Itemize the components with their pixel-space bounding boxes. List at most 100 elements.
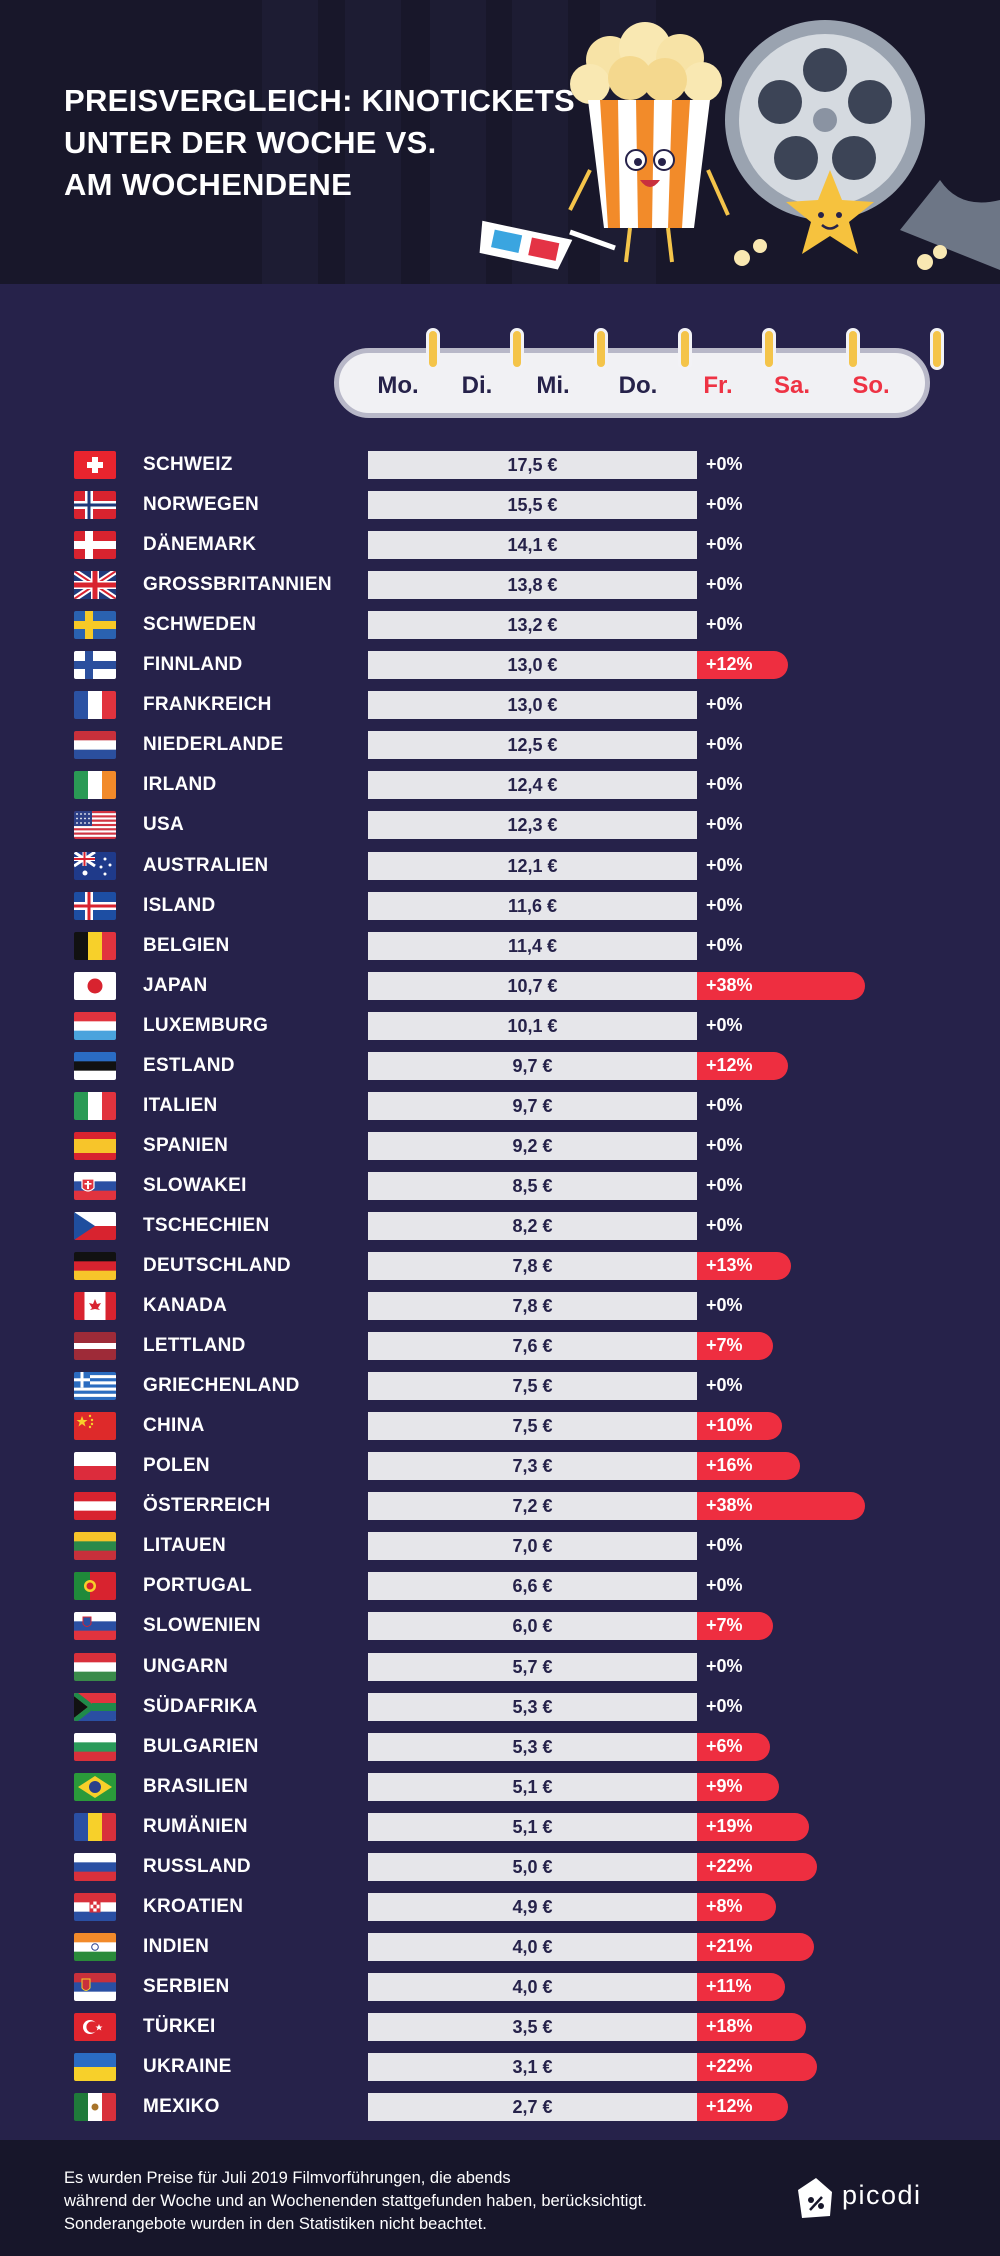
flag-ch-icon (74, 451, 116, 479)
increase-label: +22% (706, 2056, 753, 2076)
increase-label: +0% (706, 814, 743, 835)
price-label: 12,1 € (507, 855, 558, 876)
price-label: 5,1 € (512, 1776, 553, 1797)
increase-label: +0% (706, 534, 743, 555)
country-name: ITALIEN (143, 1094, 218, 1116)
country-row: DÄNEMARK 14,1 € +0% (0, 530, 1000, 560)
increase-label: +0% (706, 1535, 743, 1556)
price-label: 4,0 € (512, 1976, 553, 1997)
header: PREISVERGLEICH: KINOTICKETS UNTER DER WO… (0, 0, 1000, 284)
day-label: Fr. (703, 372, 733, 399)
weekday-price-bar: 6,0 € (368, 1612, 697, 1641)
weekday-price-bar: 12,4 € (368, 771, 697, 800)
weekday-price-bar: 5,1 € (368, 1812, 697, 1841)
film-strip-decoration (430, 0, 486, 284)
increase-label: +10% (706, 1415, 753, 1436)
country-row: IRLAND 12,4 € +0% (0, 770, 1000, 800)
weekend-increase-bar (697, 1972, 785, 2001)
weekday-price-bar: 7,6 € (368, 1332, 697, 1361)
flag-rs-icon (74, 1972, 116, 2001)
popcorn-icon (568, 22, 947, 270)
flag-in-icon (74, 1932, 116, 1961)
flag-lv-icon (74, 1332, 116, 1361)
increase-label: +38% (706, 1495, 753, 1516)
flag-hr-icon (74, 1892, 116, 1921)
day-label: Mo. (377, 372, 419, 399)
weekday-price-bar: 7,3 € (368, 1452, 697, 1481)
country-name: AUSTRALIEN (143, 854, 269, 876)
weekday-price-bar: 5,7 € (368, 1652, 697, 1681)
country-name: DEUTSCHLAND (143, 1255, 291, 1276)
country-row: ISLAND 11,6 € +0% (0, 891, 1000, 921)
price-label: 13,8 € (507, 575, 558, 596)
weekend-increase-bar (697, 1932, 814, 1961)
price-label: 4,0 € (512, 1936, 553, 1957)
country-row: PORTUGAL 6,6 € +0% (0, 1571, 1000, 1601)
weekday-price-bar: 10,1 € (368, 1011, 697, 1040)
country-row: SÜDAFRIKA 5,3 € +0% (0, 1692, 1000, 1722)
logo-text: picodi (842, 2180, 922, 2210)
country-name: UKRAINE (143, 2056, 232, 2077)
weekday-price-bar: 13,0 € (368, 651, 697, 680)
price-label: 3,5 € (512, 2016, 553, 2037)
increase-label: +11% (706, 1975, 752, 1996)
country-name: DÄNEMARK (143, 534, 257, 556)
flag-pl-icon (74, 1452, 116, 1481)
country-row: UNGARN 5,7 € +0% (0, 1652, 1000, 1682)
weekday-price-bar: 7,8 € (368, 1252, 697, 1280)
price-label: 7,5 € (512, 1376, 553, 1397)
price-label: 11,6 € (507, 895, 558, 916)
calendar-ring (846, 328, 860, 370)
flag-cz-icon (74, 1211, 116, 1240)
flag-za-icon (74, 1692, 116, 1721)
country-row: FRANKREICH 13,0 € +0% (0, 690, 1000, 720)
footnote-line: Sonderangebote wurden in den Statistiken… (64, 2215, 487, 2233)
title-line: AM WOCHENDENE (64, 167, 353, 202)
increase-label: +0% (706, 894, 743, 915)
weekday-price-bar: 15,5 € (368, 491, 697, 520)
flag-is-icon (74, 891, 116, 920)
calendar-ring (594, 328, 608, 370)
weekday-price-bar: 9,2 € (368, 1131, 697, 1160)
price-label: 11,4 € (507, 935, 558, 956)
country-name: SPANIEN (143, 1134, 229, 1156)
country-name: USA (143, 814, 185, 836)
increase-label: +0% (706, 574, 743, 595)
price-label: 7,3 € (512, 1456, 553, 1477)
country-row: SCHWEDEN 13,2 € +0% (0, 610, 1000, 640)
flag-gb-icon (74, 571, 116, 600)
weekday-price-bar: 8,2 € (368, 1211, 697, 1240)
country-name: TÜRKEI (143, 2015, 216, 2037)
weekend-increase-bar (697, 1252, 791, 1280)
increase-label: +0% (706, 1014, 743, 1035)
increase-label: +0% (706, 614, 743, 635)
price-label: 8,5 € (512, 1175, 553, 1196)
country-row: ITALIEN 9,7 € +0% (0, 1091, 1000, 1121)
price-label: 6,0 € (512, 1616, 553, 1637)
price-label: 5,7 € (512, 1656, 553, 1677)
price-label: 9,7 € (512, 1055, 553, 1076)
country-row: BRASILIEN 5,1 € +9% (0, 1772, 1000, 1802)
country-name: LETTLAND (143, 1335, 246, 1357)
flag-ro-icon (74, 1812, 116, 1841)
day-label: Sa. (773, 372, 811, 399)
increase-label: +0% (706, 1655, 743, 1676)
increase-label: +0% (706, 1375, 743, 1396)
weekday-price-bar: 5,3 € (368, 1732, 697, 1761)
country-name: BULGARIEN (143, 1735, 259, 1757)
star-icon (786, 170, 874, 254)
weekday-price-bar: 14,1 € (368, 531, 697, 560)
country-row: USA 12,3 € +0% (0, 810, 1000, 840)
country-row: SCHWEIZ 17,5 € +0% (0, 450, 1000, 480)
3d-glasses-icon (479, 220, 616, 270)
flag-fi-icon (74, 651, 116, 680)
weekday-price-bar: 7,0 € (368, 1532, 697, 1561)
weekday-price-bar: 5,1 € (368, 1772, 697, 1801)
increase-label: +0% (706, 1094, 743, 1115)
flag-be-icon (74, 931, 116, 960)
flag-jp-icon (74, 971, 116, 1000)
picodi-logo: picodi (790, 2172, 950, 2224)
flag-hu-icon (74, 1652, 116, 1681)
increase-label: +8% (706, 1895, 743, 1916)
increase-label: +22% (706, 1855, 753, 1876)
